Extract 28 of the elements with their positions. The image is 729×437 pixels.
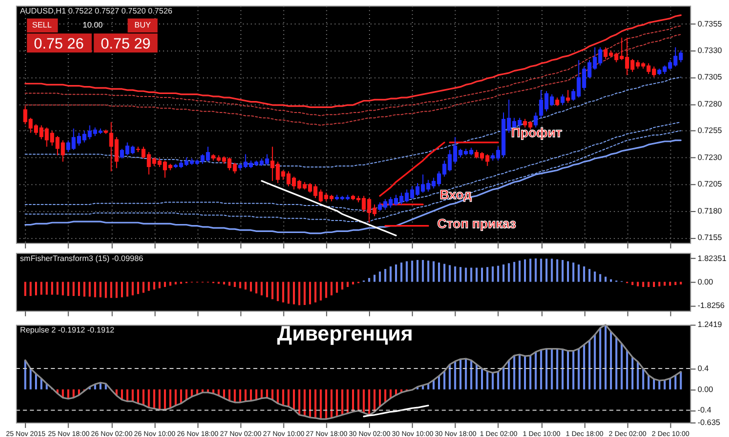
annotation: BUY <box>134 20 152 30</box>
y-tick-label: 0.7355 <box>698 19 723 28</box>
y-tick-label: 0.00 <box>698 384 714 394</box>
annotation: 0.75 26 <box>34 35 84 52</box>
annotation: Профит <box>511 125 562 140</box>
y-tick-label: 0.7255 <box>698 126 723 136</box>
annotation: 0.75 29 <box>100 35 151 52</box>
y-tick-label: 0.7230 <box>698 152 723 162</box>
y-tick-label: 0.7180 <box>698 206 723 216</box>
y-tick-label: 1.82351 <box>698 254 727 263</box>
annotation: SELL <box>32 20 52 30</box>
y-tick-label: -0.4 <box>698 406 712 415</box>
y-tick-label: -0.635 <box>698 418 721 427</box>
y-tick-label: 0.7205 <box>698 180 723 189</box>
y-tick-label: 0.7305 <box>698 72 723 82</box>
chart-title: Repulse 2 -0.1912 -0.1912 <box>20 326 115 335</box>
chart-title: smFisherTransform3 (15) -0.09986 <box>20 254 144 263</box>
chart-title: AUDUSD,H1 0.7522 0.7527 0.7520 0.7526 <box>20 6 173 16</box>
y-tick-label: 0.7155 <box>698 233 723 242</box>
y-tick-label: -1.8256 <box>698 300 726 310</box>
y-tick-label: 0.7280 <box>698 99 723 108</box>
y-tick-label: 0.4 <box>698 364 710 374</box>
y-tick-label: 0.7330 <box>698 46 723 55</box>
y-tick-label: 1.2419 <box>698 320 723 330</box>
annotation: Стоп приказ <box>437 216 516 231</box>
annotation: 10.00 <box>82 20 104 30</box>
annotation: Дивергенция <box>277 322 413 346</box>
y-tick-label: 0.00 <box>698 277 714 286</box>
